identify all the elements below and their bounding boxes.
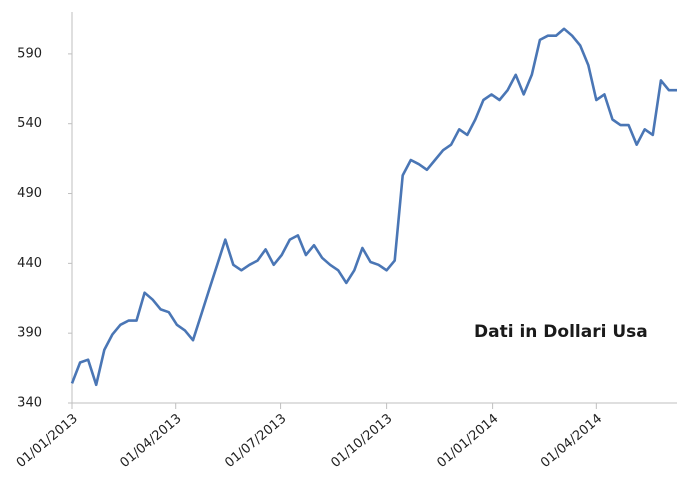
x-tick-label: 01/04/2014 <box>538 411 605 471</box>
y-tick-label: 440 <box>17 256 42 271</box>
y-tick-label: 490 <box>17 186 42 201</box>
x-tick-label: 01/01/2013 <box>14 411 81 471</box>
y-tick-label: 340 <box>17 396 42 411</box>
x-tick-label: 01/04/2013 <box>117 411 184 471</box>
y-tick-label: 590 <box>17 46 42 61</box>
x-tick-label: 01/10/2013 <box>328 411 395 471</box>
y-tick-label: 540 <box>17 116 42 131</box>
y-tick-label: 390 <box>17 326 42 341</box>
line <box>70 27 677 387</box>
x-tick-label: 01/07/2013 <box>222 411 289 471</box>
annotation: Dati in Dollari Usa <box>474 322 648 342</box>
x-tick-label: 01/01/2014 <box>434 411 501 471</box>
